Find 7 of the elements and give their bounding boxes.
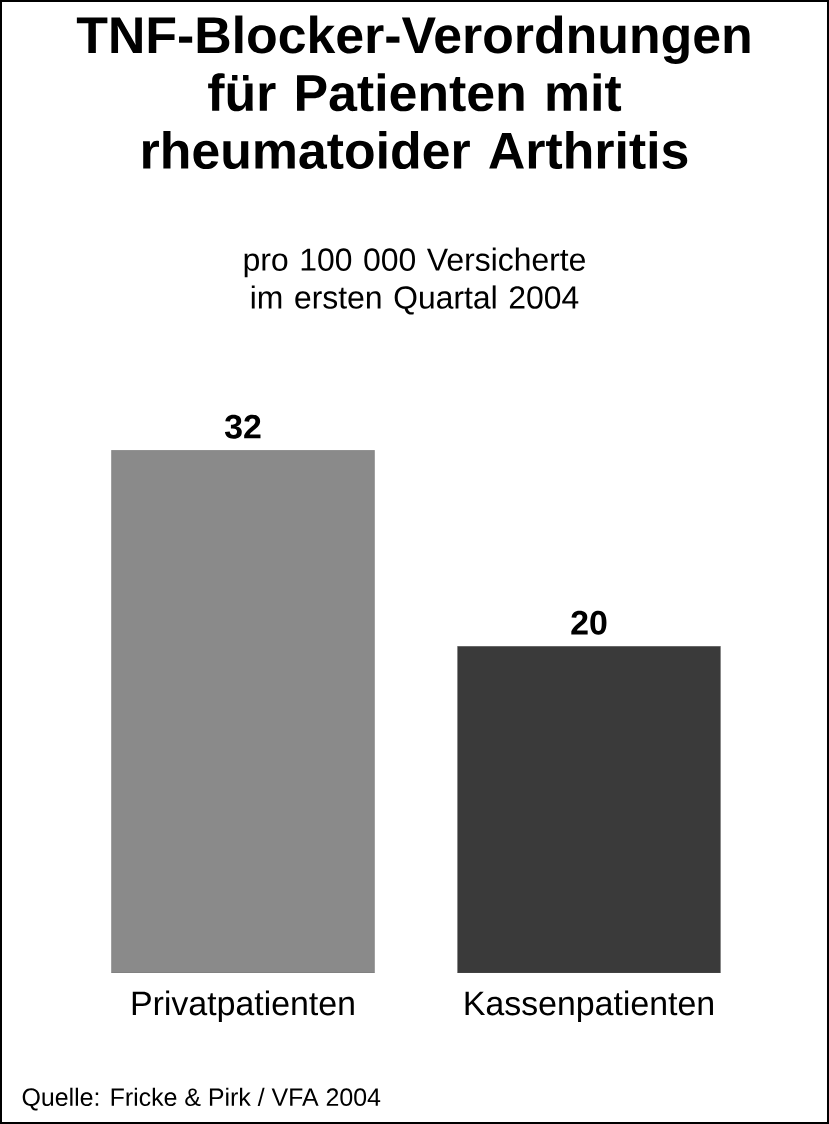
x-tick-label: Kassenpatienten	[465, 990, 713, 1023]
data-label: 20	[571, 610, 607, 635]
data-label: 32	[224, 414, 261, 439]
chart-subtitle: pro 100 000 Versicherte im ersten Quartal 2004	[244, 247, 585, 315]
x-tick-label: Privatpatienten	[132, 990, 354, 1023]
source-note: Quelle: Fricke & Pirk / VFA 2004	[22, 1087, 381, 1111]
chart-title: TNF-Blocker-Verordnungen für Patienten mit rheumatoider Arthritis	[76, 15, 750, 170]
